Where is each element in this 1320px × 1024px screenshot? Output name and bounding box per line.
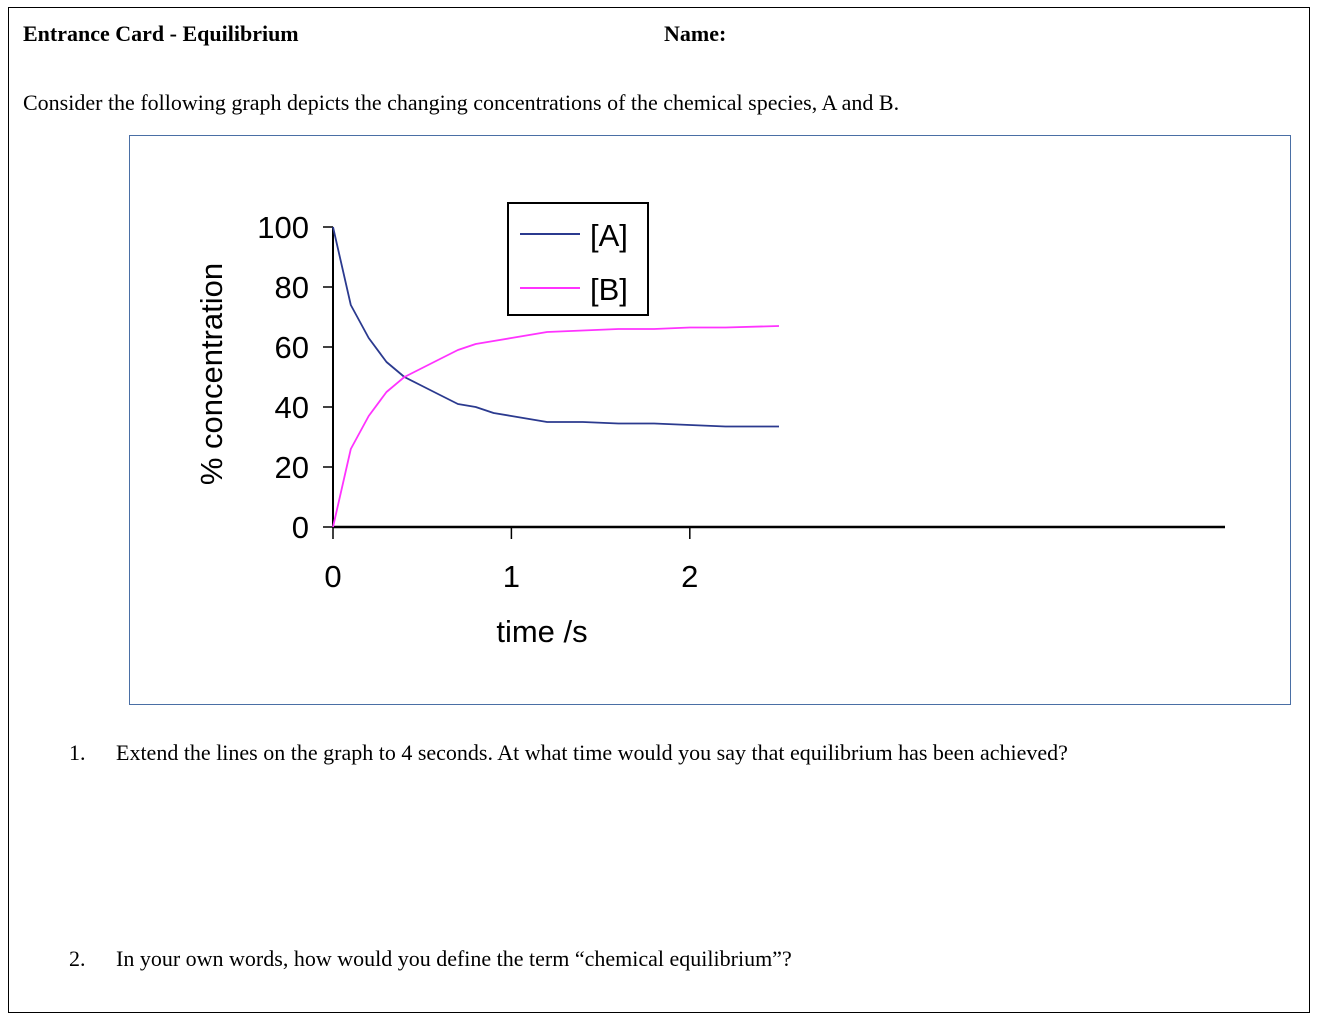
legend-box — [507, 202, 649, 316]
y-tick-label: 100 — [257, 210, 309, 245]
series-line-a — [332, 226, 779, 428]
question-1-number: 1. — [69, 740, 86, 765]
chart-ticks: 0 20 40 60 80 100 0 1 2 — [257, 210, 698, 594]
chart-series — [332, 226, 780, 528]
entrance-card: Entrance Card - Equilibrium Name: Consid… — [8, 7, 1310, 1013]
question-2-text: In your own words, how would you define … — [116, 946, 792, 971]
y-axis-label: % concentration — [194, 263, 229, 485]
chart-legend: [A] [B] — [507, 202, 649, 316]
name-label: Name: — [664, 21, 727, 46]
concentration-chart: 0 20 40 60 80 100 0 1 2 [A] [B] % concentration t… — [194, 202, 1225, 649]
question-1: 1. Extend the lines on the graph to 4 se… — [69, 736, 1169, 816]
chart-axes — [332, 227, 1225, 529]
y-tick-label: 0 — [292, 510, 309, 545]
x-tick-label: 2 — [681, 559, 698, 594]
question-2-number: 2. — [69, 946, 86, 971]
x-axis-label: time /s — [496, 614, 587, 649]
y-tick-label: 40 — [275, 390, 309, 425]
y-tick-label: 60 — [275, 330, 309, 365]
x-tick-label: 1 — [503, 559, 520, 594]
question-1-text: Extend the lines on the graph to 4 secon… — [116, 740, 1068, 765]
y-tick-label: 80 — [275, 270, 309, 305]
y-tick-label: 20 — [275, 450, 309, 485]
chart-frame: 0 20 40 60 80 100 0 1 2 [A] [B] % concentration t… — [129, 135, 1291, 705]
legend-label: [B] — [590, 272, 628, 307]
question-2: 2. In your own words, how would you defi… — [69, 942, 1169, 982]
series-line-b — [332, 325, 780, 528]
legend-label: [A] — [590, 218, 628, 253]
intro-text: Consider the following graph depicts the… — [23, 90, 900, 115]
x-tick-label: 0 — [324, 559, 341, 594]
card-title: Entrance Card - Equilibrium — [23, 21, 299, 46]
